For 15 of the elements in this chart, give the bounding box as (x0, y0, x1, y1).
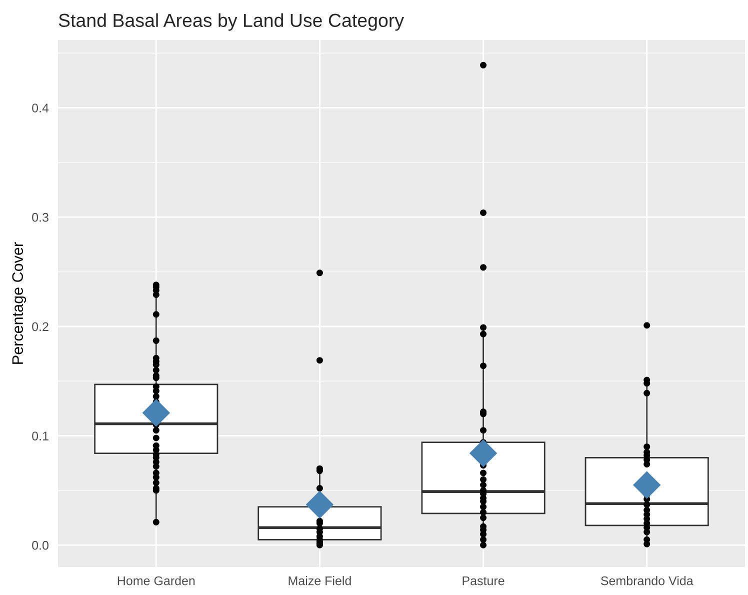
x-tick-label: Maize Field (288, 576, 351, 586)
y-tick-label: 0.3 (32, 212, 48, 222)
point (142, 398, 170, 427)
y-tick-label: 0.2 (32, 322, 48, 332)
point (469, 439, 498, 468)
y-tick-label: 0.0 (32, 540, 48, 550)
y-axis-title: Percentage Cover (12, 242, 26, 364)
point (632, 471, 661, 499)
x-tick-label: Pasture (462, 576, 504, 586)
chart-title: Stand Basal Areas by Land Use Category (58, 13, 404, 31)
y-tick-label: 0.1 (32, 432, 48, 440)
point (306, 490, 334, 519)
y-tick-label: 0.4 (32, 104, 49, 112)
x-tick-label: Home Garden (118, 576, 195, 586)
x-tick-label: Sembrando Vida (600, 576, 694, 586)
